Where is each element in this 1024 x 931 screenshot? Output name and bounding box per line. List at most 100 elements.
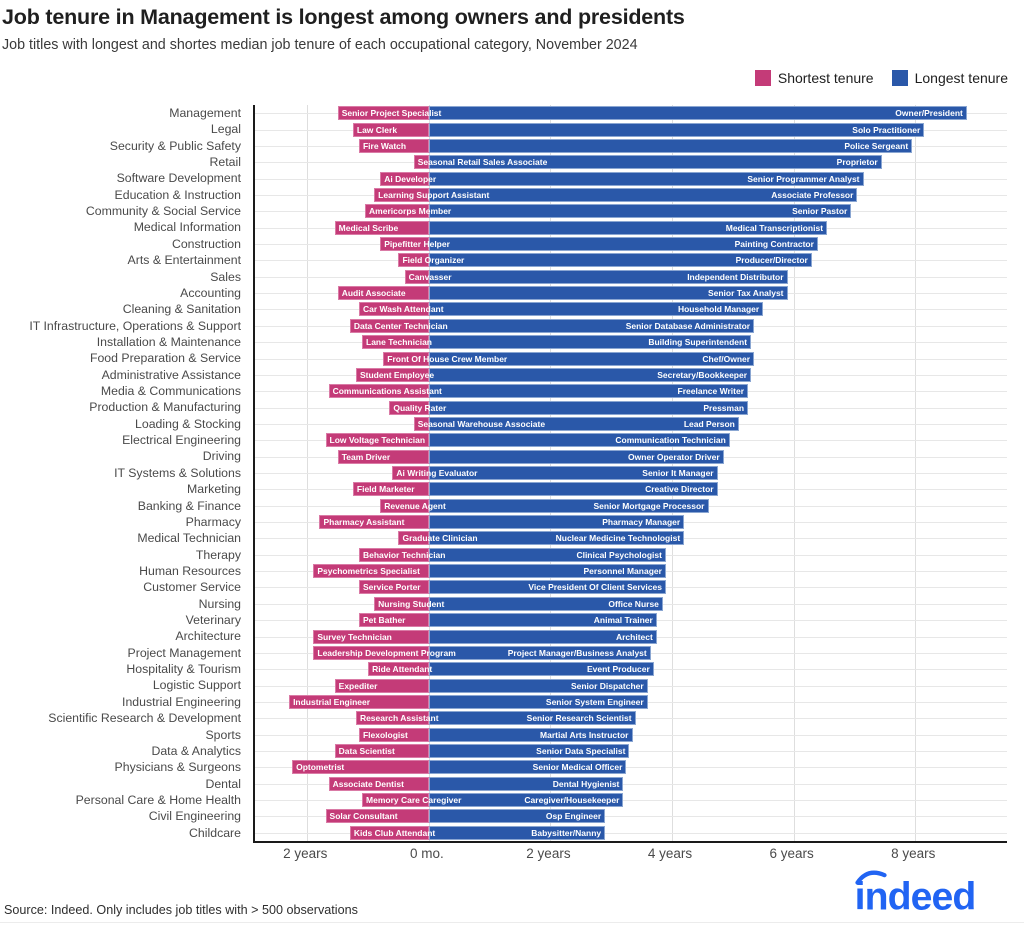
page-title: Job tenure in Management is longest amon… [2, 5, 685, 29]
longest-bar: Office Nurse [428, 596, 663, 611]
shortest-bar: Front Of House Crew Member [383, 351, 507, 366]
longest-bar: Household Manager [428, 302, 764, 317]
longest-bar-label: Pharmacy Manager [602, 517, 681, 528]
x-axis: 2 years 0 mo. 2 years 4 years 6 years 8 years [253, 846, 1005, 866]
shortest-bar: Kids Club Attendant [349, 825, 435, 840]
shortest-bar-label: Law Clerk [356, 124, 398, 135]
longest-bar: Nuclear Medicine Technologist [428, 531, 685, 546]
longest-bar-label: Senior Research Scientist [526, 713, 632, 724]
shortest-bar: Senior Project Specialist [337, 106, 441, 121]
longest-bar: Babysitter/Nanny [428, 825, 606, 840]
shortest-bar: Learning Support Assistant [374, 187, 489, 202]
legend-label: Shortest tenure [777, 70, 874, 86]
shortest-bar-label: Research Assistant [359, 713, 439, 724]
category-label: IT Infrastructure, Operations & Support [29, 318, 241, 333]
x-tick-label: 8 years [891, 846, 936, 861]
longest-bar: Creative Director [428, 482, 718, 497]
category-label: Childcare [189, 825, 241, 840]
longest-bar: Senior Medical Officer [428, 760, 627, 775]
longest-bar-label: Secretary/Bookkeeper [657, 369, 748, 380]
longest-bar: Medical Transcriptionist [428, 220, 828, 235]
shortest-bar: Car Wash Attendant [358, 302, 444, 317]
category-label: Sports [205, 727, 241, 742]
longest-bar-label: Producer/Director [735, 255, 808, 266]
longest-bar-label: Senior System Engineer [545, 696, 644, 707]
longest-bar: Producer/Director [428, 253, 812, 268]
shortest-bar-label: Field Marketer [356, 484, 415, 495]
longest-bar: Personnel Manager [428, 564, 666, 579]
shortest-bar-label: Solar Consultant [329, 811, 398, 822]
category-label: Management [169, 106, 241, 120]
shortest-bar: Quality Rater [389, 400, 446, 415]
shortest-bar: Revenue Agent [380, 498, 446, 513]
shortest-bar-label: Front Of House Crew Member [387, 353, 508, 364]
shortest-bar: Pipefitter Helper [380, 237, 450, 252]
shortest-bar-label: Seasonal Warehouse Associate [417, 418, 546, 429]
category-label: Project Management [127, 645, 241, 660]
shortest-bar-label: Psychometrics Specialist [317, 566, 420, 577]
shortest-bar-label: Quality Rater [393, 402, 447, 413]
longest-bar-label: Pressman [703, 402, 745, 413]
shortest-bar: Graduate Clinician [398, 531, 478, 546]
category-label: Construction [171, 236, 241, 251]
x-tick-label: 6 years [769, 846, 814, 861]
row-gridline [255, 783, 1007, 785]
shortest-bar: Data Center Technician [349, 318, 448, 333]
shortest-bar: Communications Assistant [328, 384, 442, 399]
longest-bar-label: Associate Professor [771, 189, 854, 200]
longest-bar: Senior Database Administrator [428, 318, 755, 333]
category-label: Hospitality & Tourism [126, 662, 241, 677]
longest-bar-label: Building Superintendent [648, 337, 748, 348]
longest-bar-label: Senior Programmer Analyst [747, 173, 860, 184]
longest-bar-label: Event Producer [586, 664, 650, 675]
shortest-bar-label: Pharmacy Assistant [323, 517, 405, 528]
x-tick-label: 2 years [526, 846, 571, 861]
shortest-bar-label: Service Porter [362, 582, 421, 593]
longest-bar: Osp Engineer [428, 809, 606, 824]
shortest-bar-label: Team Driver [341, 451, 391, 462]
shortest-bar: Nursing Student [374, 596, 444, 611]
longest-bar: Project Manager/Business Analyst [428, 645, 651, 660]
category-label: Marketing [187, 482, 241, 497]
longest-bar-label: Osp Engineer [545, 811, 602, 822]
longest-bar-label: Lead Person [683, 418, 735, 429]
shortest-bar: Team Driver [337, 449, 429, 464]
longest-bar-label: Senior Dispatcher [570, 680, 644, 691]
shortest-bar-label: Low Voltage Technician [329, 435, 426, 446]
shortest-bar-label: Ai Writing Evaluator [396, 468, 478, 478]
logo-arc-icon [855, 870, 887, 885]
shortest-bar: Memory Care Caregiver [362, 793, 461, 808]
category-label: Electrical Engineering [122, 433, 241, 448]
category-label: Logistic Support [152, 678, 241, 693]
longest-bar: Dental Hygienist [428, 776, 624, 791]
shortest-bar-label: Ride Attendant [372, 664, 433, 675]
longest-bar: Senior Data Specialist [428, 744, 630, 759]
shortest-bar-label: Associate Dentist [332, 778, 404, 789]
shortest-bar-label: Americorps Member [369, 206, 452, 217]
longest-bar-label: Senior Medical Officer [532, 762, 623, 773]
shortest-bar: Seasonal Retail Sales Associate [413, 155, 547, 170]
category-label: Driving [202, 449, 241, 464]
x-tick-label: 0 mo. [409, 846, 444, 861]
shortest-bar-label: Survey Technician [317, 631, 392, 642]
longest-bar: Senior Dispatcher [428, 678, 648, 693]
shortest-bar-label: Leadership Development Program [317, 647, 456, 658]
shortest-bar: Medical Scribe [334, 220, 429, 235]
shortest-bar-label: Student Employee [359, 369, 435, 380]
shortest-bar-label: Medical Scribe [338, 222, 399, 233]
legend-label: Longest tenure [914, 70, 1008, 86]
longest-bar: Senior Tax Analyst [428, 286, 788, 301]
category-label: Accounting [180, 285, 241, 300]
shortest-bar: Expediter [334, 678, 429, 693]
shortest-bar: Research Assistant [355, 711, 439, 726]
longest-bar: Clinical Psychologist [428, 547, 666, 562]
shortest-bar: Optometrist [292, 760, 429, 775]
shortest-bar: Industrial Engineer [289, 694, 429, 709]
longest-bar: Lead Person [428, 416, 739, 431]
category-label: Sales [210, 269, 241, 284]
longest-bar-label: Communication Technician [615, 435, 726, 446]
longest-bar-label: Dental Hygienist [552, 778, 620, 789]
shortest-bar: Ai Writing Evaluator [392, 466, 477, 480]
longest-bar: Secretary/Bookkeeper [428, 367, 752, 382]
category-label: Legal [210, 122, 241, 137]
